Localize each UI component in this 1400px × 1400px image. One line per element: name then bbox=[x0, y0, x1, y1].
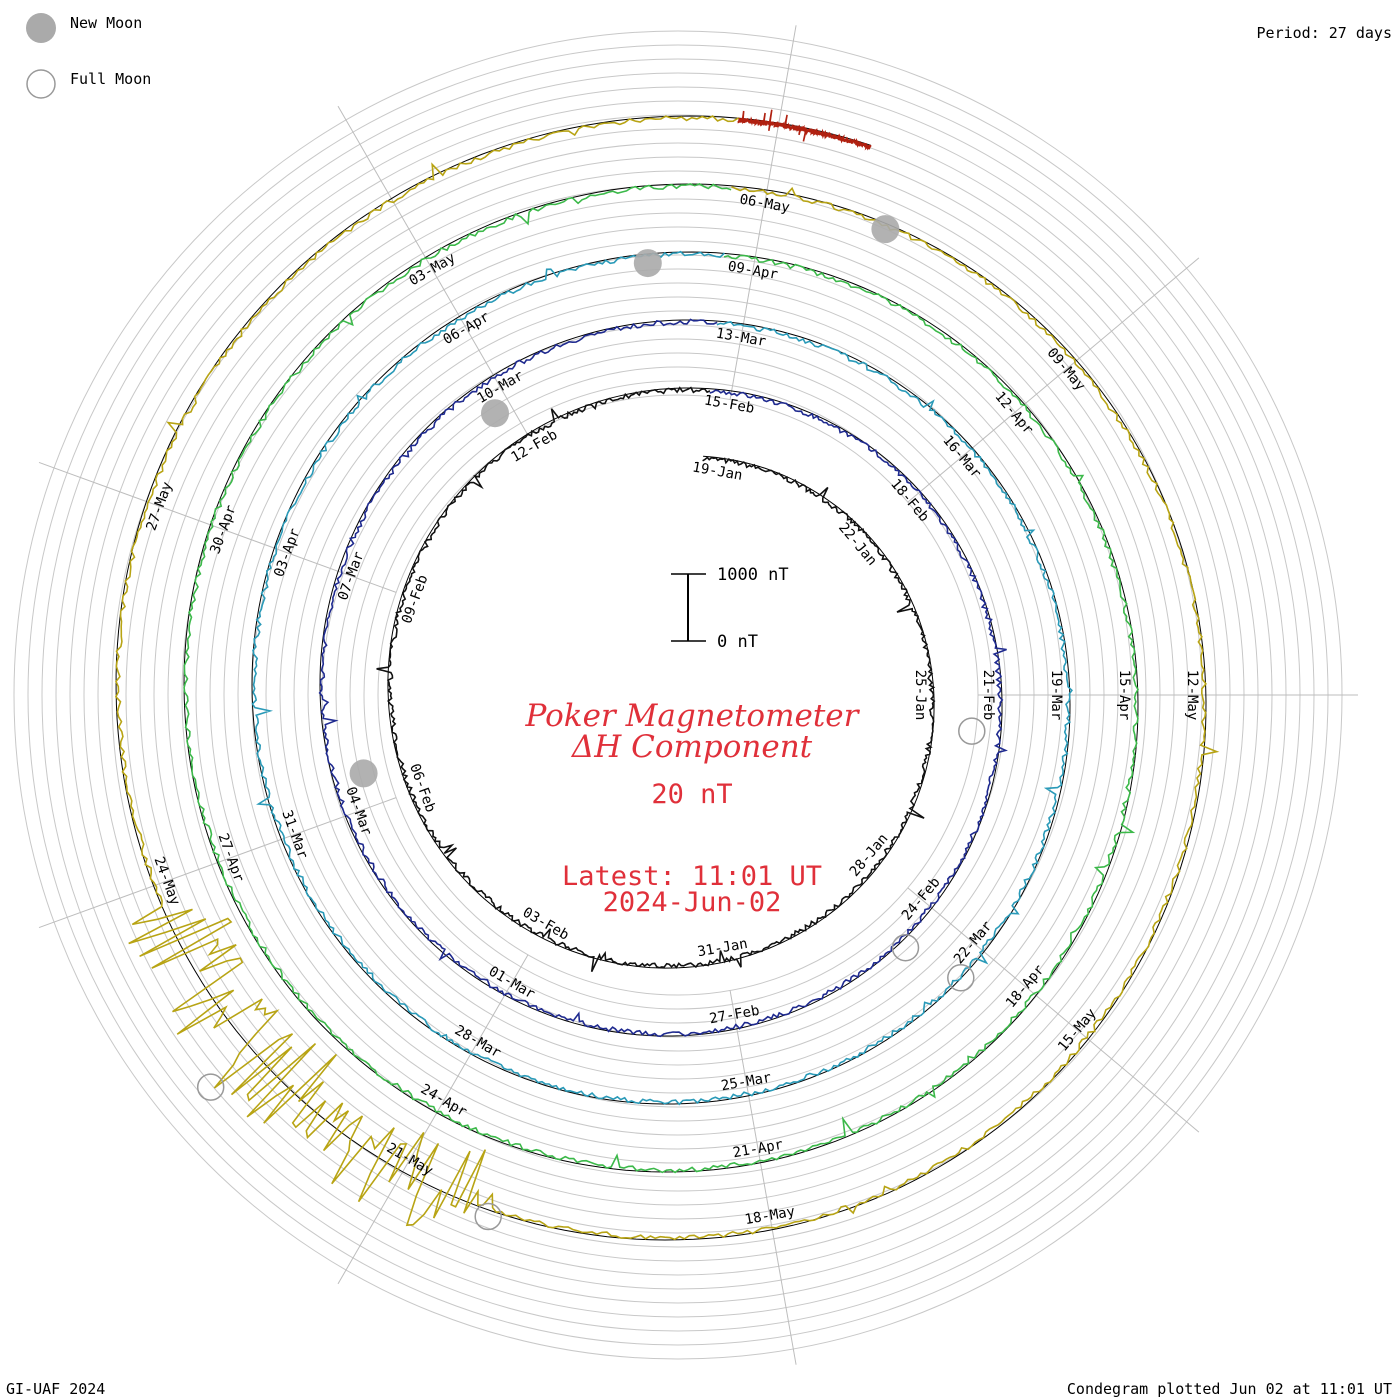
date-label: 04-Mar bbox=[342, 785, 374, 838]
date-label: 12-May bbox=[1184, 670, 1200, 721]
date-label: 25-Jan bbox=[912, 670, 928, 721]
date-label: 21-Apr bbox=[732, 1137, 785, 1162]
scale-bottom-label: 0 nT bbox=[717, 632, 758, 652]
grid-ring bbox=[349, 366, 1007, 1024]
series-trace bbox=[183, 183, 1139, 1174]
date-spoke bbox=[907, 887, 1200, 1133]
grid-ring bbox=[265, 282, 1091, 1108]
series-trace bbox=[251, 250, 1073, 1106]
new-moon-icon bbox=[26, 13, 56, 43]
full-moon-marker bbox=[196, 1073, 225, 1101]
full-moon-icon bbox=[26, 69, 56, 99]
date-label: 28-Jan bbox=[847, 831, 892, 880]
latest-date-label: 2024-Jun-02 bbox=[603, 887, 782, 918]
full-moon-marker bbox=[891, 933, 920, 962]
grid-ring bbox=[279, 296, 1077, 1094]
date-spoke bbox=[337, 105, 529, 436]
date-label: 22-Jan bbox=[835, 520, 880, 569]
credit-label: GI-UAF 2024 bbox=[6, 1380, 105, 1398]
date-label: 09-Apr bbox=[727, 259, 780, 284]
full-moon-marker bbox=[474, 1202, 502, 1231]
plotted-label: Condegram plotted Jun 02 at 11:01 UT bbox=[1067, 1380, 1392, 1398]
date-label: 19-Mar bbox=[1048, 670, 1064, 721]
series-trace bbox=[376, 386, 936, 973]
date-spoke bbox=[907, 257, 1200, 503]
date-spoke bbox=[729, 25, 797, 400]
date-spokes bbox=[38, 25, 1358, 1365]
moon-markers bbox=[196, 215, 986, 1231]
new-moon-marker bbox=[871, 215, 900, 244]
new-moon-marker bbox=[349, 759, 378, 788]
date-label: 21-Feb bbox=[980, 670, 996, 721]
full-moon-label: Full Moon bbox=[70, 70, 151, 88]
date-label: 15-Apr bbox=[1116, 670, 1132, 721]
data-series bbox=[114, 109, 1220, 1241]
date-spoke bbox=[38, 461, 397, 593]
series-trace bbox=[737, 109, 872, 151]
full-moon-marker bbox=[958, 717, 986, 745]
date-label: 03-Feb bbox=[520, 905, 572, 944]
date-label: 24-May bbox=[151, 855, 183, 908]
date-label: 13-Mar bbox=[715, 326, 768, 351]
series-trace bbox=[318, 318, 1008, 1038]
new-moon-label: New Moon bbox=[70, 14, 142, 32]
new-moon-marker bbox=[481, 399, 509, 428]
new-moon-marker bbox=[633, 249, 662, 278]
grid-ring bbox=[251, 268, 1105, 1122]
date-spoke bbox=[337, 954, 529, 1285]
scale-bar bbox=[671, 573, 706, 642]
date-spoke bbox=[729, 990, 797, 1365]
scale-top-label: 1000 nT bbox=[717, 565, 789, 585]
date-label: 30-Apr bbox=[207, 503, 239, 556]
date-label: 27-May bbox=[143, 480, 175, 533]
series-trace bbox=[114, 115, 1220, 1241]
ring-spacing-label: 20 nT bbox=[651, 779, 732, 810]
latest-time-label: Latest: 11:01 UT bbox=[562, 861, 822, 892]
chart-title: Poker Magnetometer bbox=[525, 698, 861, 734]
chart-subtitle: ΔH Component bbox=[571, 729, 813, 765]
full-moon-marker bbox=[947, 964, 975, 992]
date-label: 27-Apr bbox=[214, 831, 246, 884]
period-label: Period: 27 days bbox=[1257, 24, 1392, 42]
